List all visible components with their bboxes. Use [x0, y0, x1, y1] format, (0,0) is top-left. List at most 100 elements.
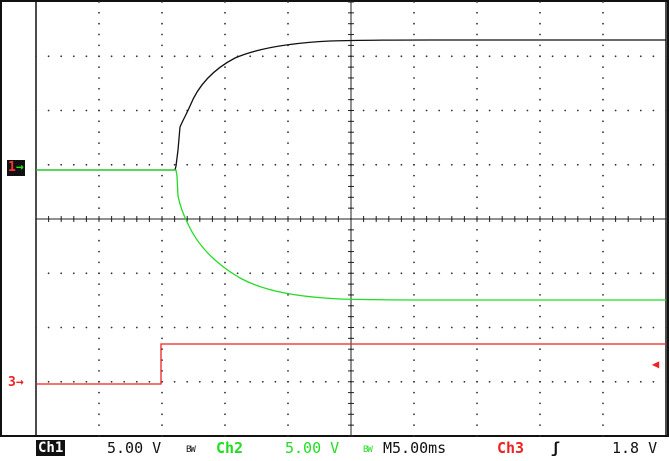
- graticule-dot: [602, 326, 604, 329]
- graticule-dot: [287, 326, 289, 329]
- graticule-dot: [463, 109, 466, 112]
- graticule-dot: [123, 272, 126, 275]
- graticule-dot: [312, 272, 315, 275]
- graticule-dot: [551, 326, 554, 329]
- graticule-dot: [614, 109, 617, 112]
- graticule-dot: [488, 163, 491, 166]
- graticule-dot: [312, 55, 315, 58]
- graticule-dot: [224, 109, 226, 112]
- graticule-dot: [539, 44, 541, 47]
- graticule-dot: [98, 348, 100, 351]
- graticule-dot: [224, 174, 226, 177]
- graticule-dot: [211, 109, 214, 112]
- graticule-dot: [602, 44, 604, 47]
- graticule-dot: [274, 163, 277, 166]
- graticule-dot: [387, 55, 390, 58]
- graticule-dot: [450, 326, 453, 329]
- graticule-dot: [476, 272, 478, 275]
- graticule-dot: [589, 272, 592, 275]
- graticule-dot: [224, 33, 226, 36]
- graticule-dot: [98, 22, 100, 25]
- graticule-dot: [400, 163, 403, 166]
- graticule-dot: [438, 272, 441, 275]
- graticule-dot: [161, 87, 163, 90]
- graticule-dot: [287, 142, 289, 145]
- graticule-dot: [98, 77, 100, 79]
- graticule-dot: [425, 109, 428, 112]
- graticule-dot: [211, 272, 214, 275]
- graticule-dot: [110, 109, 113, 112]
- graticule-dot: [287, 55, 289, 58]
- ch1-ground-marker[interactable]: 1→: [7, 160, 25, 176]
- graticule-dot: [110, 380, 113, 383]
- graticule-dot: [287, 272, 289, 275]
- graticule-dot: [564, 272, 567, 275]
- graticule-dot: [539, 77, 541, 79]
- graticule-dot: [539, 304, 541, 307]
- graticule-dot: [476, 283, 478, 285]
- graticule-dot: [287, 435, 289, 437]
- graticule-dot: [513, 109, 516, 112]
- graticule-dot: [98, 380, 100, 383]
- graticule-dot: [539, 196, 541, 199]
- graticule-dot: [287, 348, 289, 351]
- graticule-dot: [413, 424, 415, 426]
- graticule-dot: [98, 196, 100, 199]
- graticule-dot: [539, 380, 541, 383]
- graticule-dot: [161, 250, 163, 253]
- graticule-dot: [224, 22, 226, 25]
- graticule-dot: [413, 77, 415, 79]
- graticule-dot: [539, 98, 541, 101]
- graticule-dot: [400, 55, 403, 58]
- timebase-readout[interactable]: M5.00ms: [383, 439, 447, 457]
- graticule-dot: [123, 380, 126, 383]
- graticule-dot: [224, 66, 226, 68]
- graticule-dot: [539, 294, 541, 296]
- graticule-dot: [450, 55, 453, 58]
- graticule-dot: [161, 435, 163, 437]
- graticule-dot: [652, 109, 655, 112]
- graticule-dot: [98, 239, 100, 242]
- graticule-dot: [161, 239, 163, 242]
- graticule-dot: [602, 250, 604, 253]
- ch1-label[interactable]: Ch1: [36, 440, 66, 456]
- graticule-dot: [224, 196, 226, 199]
- status-bar: Ch1 5.00 V BW Ch2 5.00 V BW M5.00ms Ch3 …: [0, 437, 669, 459]
- ch2-label[interactable]: Ch2: [216, 439, 244, 457]
- graticule-dot: [476, 424, 478, 426]
- graticule-dot: [98, 228, 100, 231]
- graticule-dot: [413, 435, 415, 437]
- trigger-source[interactable]: Ch3: [497, 439, 525, 457]
- graticule-dot: [287, 304, 289, 307]
- graticule-dot: [236, 109, 239, 112]
- graticule-dot: [299, 326, 302, 329]
- graticule-dot: [98, 163, 100, 166]
- graticule-dot: [161, 283, 163, 285]
- graticule-dot: [287, 315, 289, 318]
- graticule-dot: [287, 33, 289, 36]
- graticule-dot: [98, 55, 100, 58]
- graticule-dot: [161, 272, 163, 275]
- graticule-dot: [413, 272, 415, 275]
- graticule-dot: [161, 66, 163, 68]
- graticule-dot: [299, 272, 302, 275]
- graticule-dot: [161, 33, 163, 36]
- graticule-dot: [450, 380, 453, 383]
- graticule-dot: [123, 55, 126, 58]
- graticule-dot: [450, 163, 453, 166]
- graticule-dot: [539, 142, 541, 145]
- graticule-dot: [362, 109, 365, 112]
- graticule-dot: [463, 163, 466, 166]
- graticule-dot: [665, 380, 667, 383]
- ch3-ground-marker[interactable]: 3→: [8, 375, 24, 390]
- graticule-dot: [224, 272, 226, 275]
- graticule-dot: [224, 370, 226, 372]
- trigger-level-arrow[interactable]: ◀: [652, 357, 660, 371]
- graticule-dot: [135, 163, 138, 166]
- graticule-dot: [173, 163, 176, 166]
- graticule-dot: [98, 261, 100, 264]
- graticule-grid: [35, 1, 667, 437]
- graticule-dot: [224, 163, 226, 166]
- graticule-dot: [98, 283, 100, 285]
- graticule-dot: [224, 153, 226, 155]
